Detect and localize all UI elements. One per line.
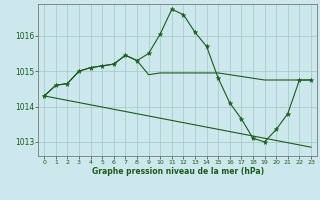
X-axis label: Graphe pression niveau de la mer (hPa): Graphe pression niveau de la mer (hPa) (92, 167, 264, 176)
